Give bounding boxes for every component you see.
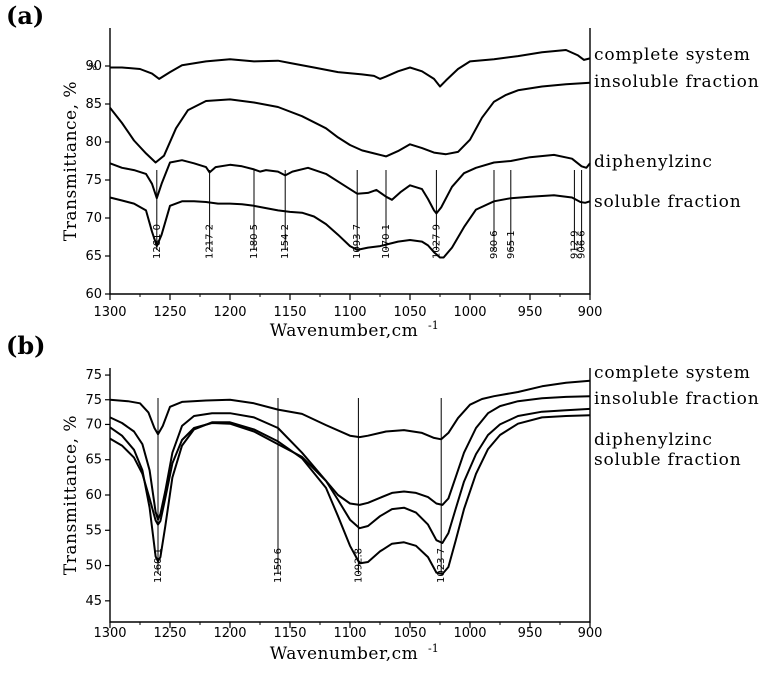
peak-label: 1180 5 [249,224,260,259]
x-tick-label: 1200 [213,305,246,320]
legend-label-diphenylzinc: diphenylzinc [594,152,713,172]
x-tick-label: 950 [518,305,543,320]
peak-label: 1070 1 [381,224,392,259]
peak-label: 912 9 [569,230,580,259]
y-tick-label: 65 [85,249,102,264]
series-line-soluble-fraction [109,194,591,259]
y-tick-label: 85 [85,97,102,112]
x-axis-title: Wavenumber,cm [270,321,419,341]
y-tick-label: 60 [85,287,102,302]
y-tick-label: 70 [85,417,102,432]
y-tick-label: 80 [85,135,102,150]
stray-mark: % [88,62,98,73]
series-line-diphenylzinc [109,153,591,215]
series-line-insoluble-fraction [109,395,591,521]
y-tick-label: 60 [85,488,102,503]
x-tick-label: 900 [578,305,603,320]
y-tick-label: 45 [85,594,102,609]
legend-label-diphenylzinc: diphenylzinc [594,430,713,450]
y-tick-label: 65 [85,453,102,468]
peak-label: 965 1 [506,230,517,259]
panel-label: (a) [6,1,44,30]
chart-panel-a: (a) 1300 1250 1200 1150 1100 1050 1000 950 900 60 6… [6,1,759,341]
panel-label: (b) [6,331,46,360]
x-tick-label: 1000 [453,626,486,641]
y-tick-label: 90 [85,59,102,74]
peak-label: 1092.8 [353,548,364,583]
legend-label-complete-system: complete system [594,45,751,65]
legend-label-soluble-fraction: soluble fraction [594,450,741,470]
peak-label: 980 6 [489,230,500,259]
peak-label: 1023 7 [436,548,447,583]
x-tick-label: 900 [578,626,603,641]
series-line-soluble-fraction [109,414,591,575]
series-line-diphenylzinc [109,407,591,544]
y-axis-title: Transmittance, % [61,415,81,575]
x-tick-label: 1250 [153,626,186,641]
peak-label: 1261 0 [152,224,163,259]
x-tick-label: 1050 [393,305,426,320]
x-tick-label: 1150 [273,305,306,320]
x-tick-label: 1300 [93,305,126,320]
y-tick-label: 75 [85,368,102,383]
y-tick-label: 55 [85,523,102,538]
x-tick-label: 1100 [333,626,366,641]
y-tick-label: 75 [85,393,102,408]
x-tick-label: 1200 [213,626,246,641]
series-line-complete-system [110,49,591,88]
chart-panel-b: (b) 1300 1250 1200 1150 1100 1050 1000 950 900 45 5… [6,331,759,664]
peak-label: 1027 9 [431,224,442,259]
series-line-insoluble-fraction [109,81,591,164]
legend-label-soluble-fraction: soluble fraction [594,192,741,212]
series-line-complete-system [109,379,591,441]
y-tick-label: 70 [85,211,102,226]
x-tick-label: 950 [518,626,543,641]
peak-label: 1093 7 [352,224,363,259]
y-tick-label: 75 [85,173,102,188]
x-tick-label: 1300 [93,626,126,641]
legend-label-insoluble-fraction: insoluble fraction [594,389,759,409]
peak-label: 1154 2 [280,224,291,259]
x-axis-title-superscript: -1 [428,642,439,655]
x-tick-label: 1150 [273,626,306,641]
x-tick-label: 1100 [333,305,366,320]
x-tick-label: 1050 [393,626,426,641]
y-tick-label: 50 [85,559,102,574]
legend-label-insoluble-fraction: insoluble fraction [594,72,759,92]
legend-label-complete-system: complete system [594,363,751,383]
x-tick-label: 1000 [453,305,486,320]
peak-label: 1217 2 [205,224,216,259]
axes-frame [109,368,591,623]
x-axis-title: Wavenumber,cm [270,644,419,664]
peak-label: 1260 1 [153,548,164,583]
y-axis-title: Transmittance, % [61,81,81,241]
peak-label: 1159 6 [273,548,284,583]
peak-label: 906 6 [577,230,588,259]
x-tick-label: 1250 [153,305,186,320]
x-axis-title-superscript: -1 [428,319,439,332]
